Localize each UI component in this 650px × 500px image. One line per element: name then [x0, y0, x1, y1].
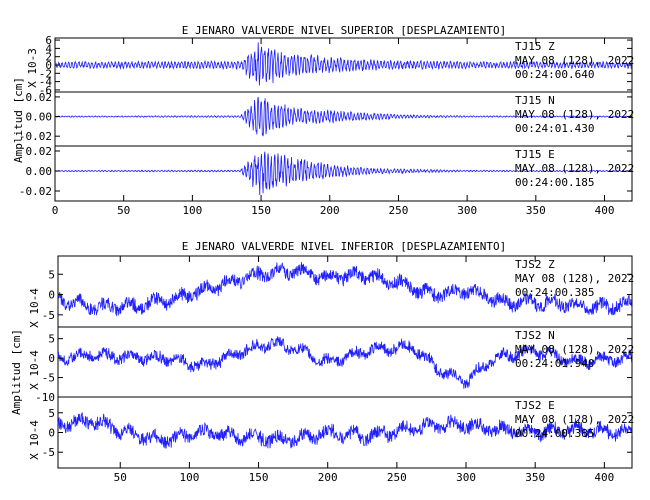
- chart-upper-title: E JENARO VALVERDE NIVEL SUPERIOR [DESPLA…: [182, 24, 507, 37]
- x-tick-label-lower: 250: [387, 471, 407, 484]
- panel-upper-n-station-label: TJ15 N: [515, 94, 555, 107]
- panel-lower-e-ytick-label: 5: [48, 407, 55, 420]
- panel-upper-z-station-label: TJ15 Z: [515, 40, 555, 53]
- x-tick-label-upper: 250: [389, 204, 409, 217]
- panel-upper-z-ytick-label: -4: [39, 76, 53, 89]
- panel-lower-z-ytick-label: 5: [48, 268, 55, 281]
- panel-lower-z-waveform: [57, 261, 633, 317]
- x-tick-label-upper: 200: [320, 204, 340, 217]
- panel-lower-z-date-label: MAY 08 (128), 2022: [515, 272, 634, 285]
- panel-lower-z-ytick-label: -5: [42, 309, 55, 322]
- panel-upper-e-ytick-label: 0.02: [26, 145, 53, 158]
- panel-upper-n-ytick-label: 0.00: [26, 111, 53, 124]
- panel-upper-z-ytick-label: 0: [45, 59, 52, 72]
- x-tick-label-lower: 200: [318, 471, 338, 484]
- panel-upper-e-ytick-label: -0.02: [19, 185, 52, 198]
- chart-lower-title: E JENARO VALVERDE NIVEL INFERIOR [DESPLA…: [182, 240, 507, 253]
- x-tick-label-upper: 300: [457, 204, 477, 217]
- panel-upper-e-time-label: 00:24:00.185: [515, 176, 594, 189]
- x-tick-label-upper: 100: [182, 204, 202, 217]
- panel-lower-n-waveform: [57, 336, 633, 389]
- panel-upper-e-frame: [54, 145, 633, 202]
- panel-lower-n-ytick-label: -5: [42, 372, 55, 385]
- panel-upper-z-ytick-label: -2: [39, 67, 52, 80]
- chart-lower: E JENARO VALVERDE NIVEL INFERIOR [DESPLA…: [10, 240, 634, 484]
- panel-lower-z-station-label: TJS2 Z: [515, 258, 555, 271]
- panel-lower-e-station-label: TJS2 E: [515, 399, 555, 412]
- panel-lower-e-time-label: 00:24:00.385: [515, 427, 594, 440]
- x-tick-label-lower: 150: [249, 471, 269, 484]
- panel-lower-z-ytick-label: 0: [48, 289, 55, 302]
- panel-lower-n-time-label: 00:24:01.940: [515, 357, 594, 370]
- x-tick-label-lower: 350: [525, 471, 545, 484]
- panel-upper-n-date-label: MAY 08 (128), 2022: [515, 108, 634, 121]
- chart-upper-x-axis: 0 50 100 150 200 250 300 350 400: [52, 38, 615, 217]
- x-tick-label-upper: 350: [526, 204, 546, 217]
- x-tick-label-upper: 400: [595, 204, 615, 217]
- panel-lower-n-scale-label: X 10-4: [28, 350, 41, 390]
- panel-lower-n-date-label: MAY 08 (128), 2022: [515, 343, 634, 356]
- x-tick-label-lower: 100: [179, 471, 199, 484]
- panel-lower-z-scale-label: X 10-4: [28, 288, 41, 328]
- x-tick-label-upper: 150: [251, 204, 271, 217]
- panel-upper-z-waveform: [54, 42, 633, 86]
- panel-upper-z-date-label: MAY 08 (128), 2022: [515, 54, 634, 67]
- chart-upper-ylabel: Amplitud [cm]: [12, 77, 25, 163]
- panel-upper-n-time-label: 00:24:01.430: [515, 122, 594, 135]
- panel-lower-e-ytick-label: -5: [42, 446, 55, 459]
- panel-lower-e-waveform: [57, 412, 633, 449]
- panel-lower-e-ytick-label: 0: [48, 427, 55, 440]
- panel-upper-z-ytick-label: 4: [45, 42, 52, 55]
- panel-lower-n-ytick-label: -10: [35, 391, 55, 404]
- chart-lower-x-axis: 50 100 150 200 250 300 350 400: [114, 256, 614, 484]
- panel-lower-z-time-label: 00:24:00.385: [515, 286, 594, 299]
- panel-upper-e-waveform: [55, 151, 632, 196]
- chart-upper: E JENARO VALVERDE NIVEL SUPERIOR [DESPLA…: [12, 24, 634, 217]
- x-tick-label-upper: 0: [52, 204, 59, 217]
- panel-upper-n-ytick-label: -0.02: [19, 130, 52, 143]
- panel-lower-n-ytick-label: 0: [48, 352, 55, 365]
- x-tick-label-lower: 50: [114, 471, 127, 484]
- panel-lower-e-scale-label: X 10-4: [28, 420, 41, 460]
- panel-upper-z-ytick-label: 2: [45, 51, 52, 64]
- x-tick-label-upper: 50: [117, 204, 130, 217]
- chart-lower-ylabel: Amplitud [cm]: [10, 329, 23, 415]
- x-tick-label-lower: 400: [594, 471, 614, 484]
- panel-lower-n-ytick-label: 5: [48, 333, 55, 346]
- panel-upper-z-scale-label: X 10-3: [26, 48, 39, 88]
- panel-upper-e-ytick-label: 0.00: [26, 165, 53, 178]
- panel-lower-n-station-label: TJS2 N: [515, 329, 555, 342]
- panel-upper-n-ytick-label: 0.02: [26, 91, 53, 104]
- panel-upper-e-station-label: TJ15 E: [515, 148, 555, 161]
- panel-upper-z-time-label: 00:24:00.640: [515, 68, 594, 81]
- panel-upper-z-ytick-label: -6: [39, 84, 52, 97]
- panel-lower-e-date-label: MAY 08 (128), 2022: [515, 413, 634, 426]
- panel-upper-n-waveform: [54, 96, 633, 137]
- panel-upper-z-ytick-label: 6: [45, 34, 52, 47]
- x-tick-label-lower: 300: [456, 471, 476, 484]
- panel-upper-e-date-label: MAY 08 (128), 2022: [515, 162, 634, 175]
